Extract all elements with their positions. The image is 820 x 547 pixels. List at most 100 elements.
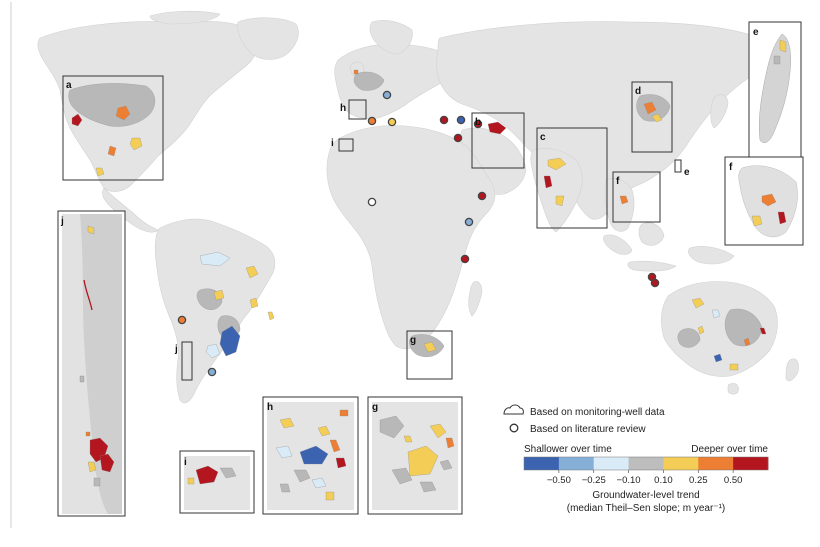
label-f-small: f <box>616 176 620 187</box>
india <box>530 148 583 233</box>
patch-iran <box>487 121 507 135</box>
inset-i-label: i <box>184 457 187 468</box>
patch-india-west <box>543 175 553 189</box>
box-c <box>536 127 608 229</box>
box-j-small <box>181 341 193 381</box>
site-argentina <box>207 367 217 377</box>
label-d: d <box>635 86 641 97</box>
colorbar-swatch <box>663 457 699 470</box>
label-g-small: g <box>410 335 416 346</box>
box-f-small <box>612 171 661 223</box>
box-g-small <box>406 330 453 380</box>
trend-patches <box>71 69 767 371</box>
grey-regions <box>68 71 763 357</box>
colorbar-tick-label: −0.50 <box>547 475 571 486</box>
new-guinea <box>688 246 735 265</box>
site-greece <box>439 115 449 125</box>
colorbar-tick-label: −0.25 <box>582 475 606 486</box>
site-morocco <box>387 117 397 127</box>
box-a <box>62 75 164 181</box>
map-highlight-boxes <box>62 75 682 381</box>
colorbar-frame <box>523 456 769 471</box>
colorbar-tick-label: 0.50 <box>724 475 743 486</box>
monitoring-well-icon <box>503 404 524 415</box>
label-j-small: j <box>174 344 178 355</box>
patch-australia-4 <box>729 363 739 371</box>
patch-australia-1 <box>691 297 705 309</box>
colorbar-swatch <box>733 457 769 470</box>
patch-uruguay <box>205 343 221 359</box>
label-b: b <box>475 117 481 128</box>
patch-sea-1 <box>619 195 629 205</box>
literature-review-icon <box>509 423 519 433</box>
box-e-small <box>674 159 682 173</box>
japan <box>710 94 729 129</box>
colorbar-title: Groundwater-level trend <box>592 490 699 501</box>
site-kenya <box>460 254 470 264</box>
site-spain <box>367 116 377 126</box>
patch-china-east <box>651 113 663 123</box>
site-turkey <box>456 115 466 125</box>
world-landmass <box>37 10 799 404</box>
patch-brazil-south <box>249 297 259 309</box>
inset-e-label: e <box>753 27 759 38</box>
colorbar-tick-label: 0.25 <box>689 475 708 486</box>
inset-f-label: f <box>729 162 733 173</box>
box-d <box>631 81 673 153</box>
inset-panel-e: e <box>748 21 802 161</box>
arctic-islands <box>149 10 221 25</box>
patch-australia-7 <box>697 325 705 335</box>
central-america <box>102 187 159 233</box>
inset-g-label: g <box>372 402 378 413</box>
box-b <box>471 112 525 169</box>
south-america <box>154 218 276 404</box>
colorbar-swatch <box>524 457 560 470</box>
colorbar-tick-label: 0.10 <box>654 475 673 486</box>
indonesia-borneo <box>638 222 665 246</box>
patch-paraguay <box>219 325 241 357</box>
label-a: a <box>66 80 72 91</box>
patch-australia-2 <box>711 309 721 319</box>
colorbar-swatch <box>698 457 734 470</box>
site-peru <box>177 315 187 325</box>
site-egypt <box>473 119 483 129</box>
region-australia-sw <box>677 328 701 348</box>
colorbar-subtitle: (median Theil–Sen slope; m year⁻¹) <box>567 503 726 514</box>
inset-h-label: h <box>267 402 273 413</box>
label-i-small: i <box>331 138 334 149</box>
tasmania <box>727 383 739 395</box>
patch-india-south <box>555 195 565 207</box>
scandinavia <box>369 20 413 55</box>
region-usa <box>68 83 156 127</box>
colorbar <box>523 456 769 471</box>
region-australia-east <box>724 308 763 347</box>
indonesia-java <box>627 260 677 272</box>
australia <box>661 281 778 377</box>
patch-china-north <box>643 101 657 115</box>
patch-brazil-se <box>267 311 275 321</box>
site-indonesia-2 <box>650 278 660 288</box>
inset-panel-j: j <box>57 210 126 517</box>
site-ethiopia <box>464 217 474 227</box>
inset-panel-i: i <box>179 450 255 514</box>
legend-monitoring-text: Based on monitoring-well data <box>530 407 665 418</box>
patch-australia-3 <box>713 353 723 363</box>
site-sahel <box>367 197 377 207</box>
label-e-small: e <box>684 167 690 178</box>
box-i-small <box>338 138 354 152</box>
patch-brazil-1 <box>199 251 231 267</box>
patch-usa-south <box>129 137 143 151</box>
colorbar-left-label: Shallower over time <box>524 444 612 455</box>
literature-sites <box>177 90 660 377</box>
inset-panel-g: g <box>367 396 463 515</box>
site-arabia <box>477 191 487 201</box>
patch-usa-texas <box>107 145 117 157</box>
inset-panel-h: h <box>262 396 359 515</box>
colorbar-right-label: Deeper over time <box>691 444 768 455</box>
patch-usa-central <box>115 105 131 121</box>
colorbar-swatch <box>628 457 664 470</box>
inset-panel-f: f <box>724 156 804 246</box>
site-italy <box>382 90 392 100</box>
new-zealand <box>785 358 799 382</box>
